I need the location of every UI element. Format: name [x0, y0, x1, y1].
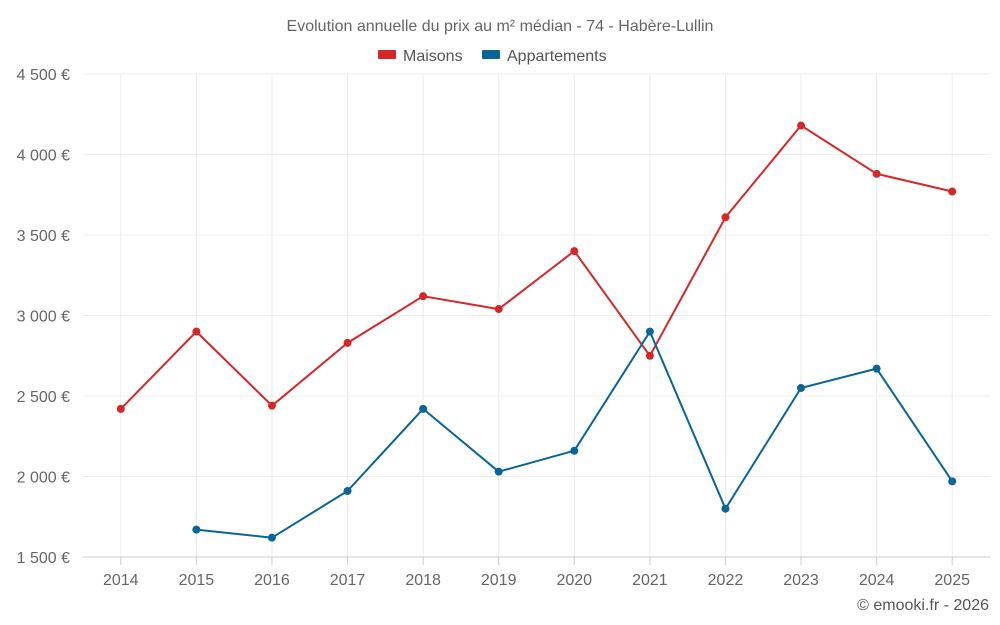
- legend-swatch-appartements: [482, 50, 500, 59]
- legend-label-appartements: Appartements: [507, 48, 607, 65]
- axes: 1 500 € 2 000 € 2 500 € 3 000 € 3 500 € 4 000…: [17, 67, 990, 589]
- data-point-appartements[interactable]: [494, 467, 503, 476]
- data-point-maisons[interactable]: [192, 327, 201, 336]
- data-point-appartements[interactable]: [570, 446, 579, 455]
- x-tick-label: 2017: [330, 572, 366, 589]
- x-tick-label: 2021: [632, 572, 668, 589]
- data-point-maisons[interactable]: [645, 351, 654, 360]
- series: [116, 121, 957, 542]
- x-tick-label: 2023: [783, 572, 819, 589]
- data-point-maisons[interactable]: [494, 305, 503, 314]
- x-tick-label: 2024: [859, 572, 895, 589]
- x-tick-label: 2022: [708, 572, 744, 589]
- x-tick-label: 2014: [103, 572, 139, 589]
- data-point-appartements[interactable]: [721, 504, 730, 513]
- y-tick-label: 3 500 €: [17, 228, 70, 245]
- data-point-maisons[interactable]: [419, 292, 428, 301]
- data-point-maisons[interactable]: [570, 247, 579, 256]
- y-tick-label: 3 000 €: [17, 309, 70, 326]
- data-point-appartements[interactable]: [267, 533, 276, 542]
- data-point-appartements[interactable]: [948, 477, 957, 486]
- data-point-appartements[interactable]: [192, 525, 201, 534]
- data-point-appartements[interactable]: [645, 327, 654, 336]
- legend-item-appartements[interactable]: Appartements: [482, 48, 607, 65]
- data-point-maisons[interactable]: [872, 169, 881, 178]
- y-tick-label: 4 000 €: [17, 148, 70, 165]
- data-point-maisons[interactable]: [116, 404, 125, 413]
- data-point-appartements[interactable]: [419, 404, 428, 413]
- x-tick-label: 2019: [481, 572, 517, 589]
- legend-swatch-maisons: [378, 50, 396, 59]
- data-point-appartements[interactable]: [797, 383, 806, 392]
- series-line-maisons: [120, 124, 953, 410]
- series-appartements: [192, 327, 957, 542]
- credit-text: © emooki.fr - 2026: [857, 597, 989, 614]
- legend-item-maisons[interactable]: Maisons: [378, 48, 463, 65]
- legend-label-maisons: Maisons: [403, 48, 463, 65]
- series-maisons: [116, 121, 957, 413]
- data-point-maisons[interactable]: [343, 338, 352, 347]
- y-tick-label: 4 500 €: [17, 67, 70, 84]
- x-tick-label: 2020: [556, 572, 592, 589]
- chart-title: Evolution annuelle du prix au m² médian …: [287, 18, 714, 35]
- x-tick-label: 2016: [254, 572, 290, 589]
- data-point-appartements[interactable]: [872, 364, 881, 373]
- legend: Maisons Appartements: [378, 48, 607, 65]
- y-tick-label: 2 000 €: [17, 470, 70, 487]
- y-tick-label: 1 500 €: [17, 550, 70, 567]
- data-point-maisons[interactable]: [721, 213, 730, 222]
- grid: [83, 73, 990, 558]
- x-tick-label: 2015: [179, 572, 215, 589]
- y-tick-label: 2 500 €: [17, 389, 70, 406]
- x-tick-label: 2025: [934, 572, 970, 589]
- data-point-maisons[interactable]: [267, 401, 276, 410]
- data-point-appartements[interactable]: [343, 486, 352, 495]
- x-tick-label: 2018: [405, 572, 441, 589]
- data-point-maisons[interactable]: [948, 187, 957, 196]
- data-point-maisons[interactable]: [797, 121, 806, 130]
